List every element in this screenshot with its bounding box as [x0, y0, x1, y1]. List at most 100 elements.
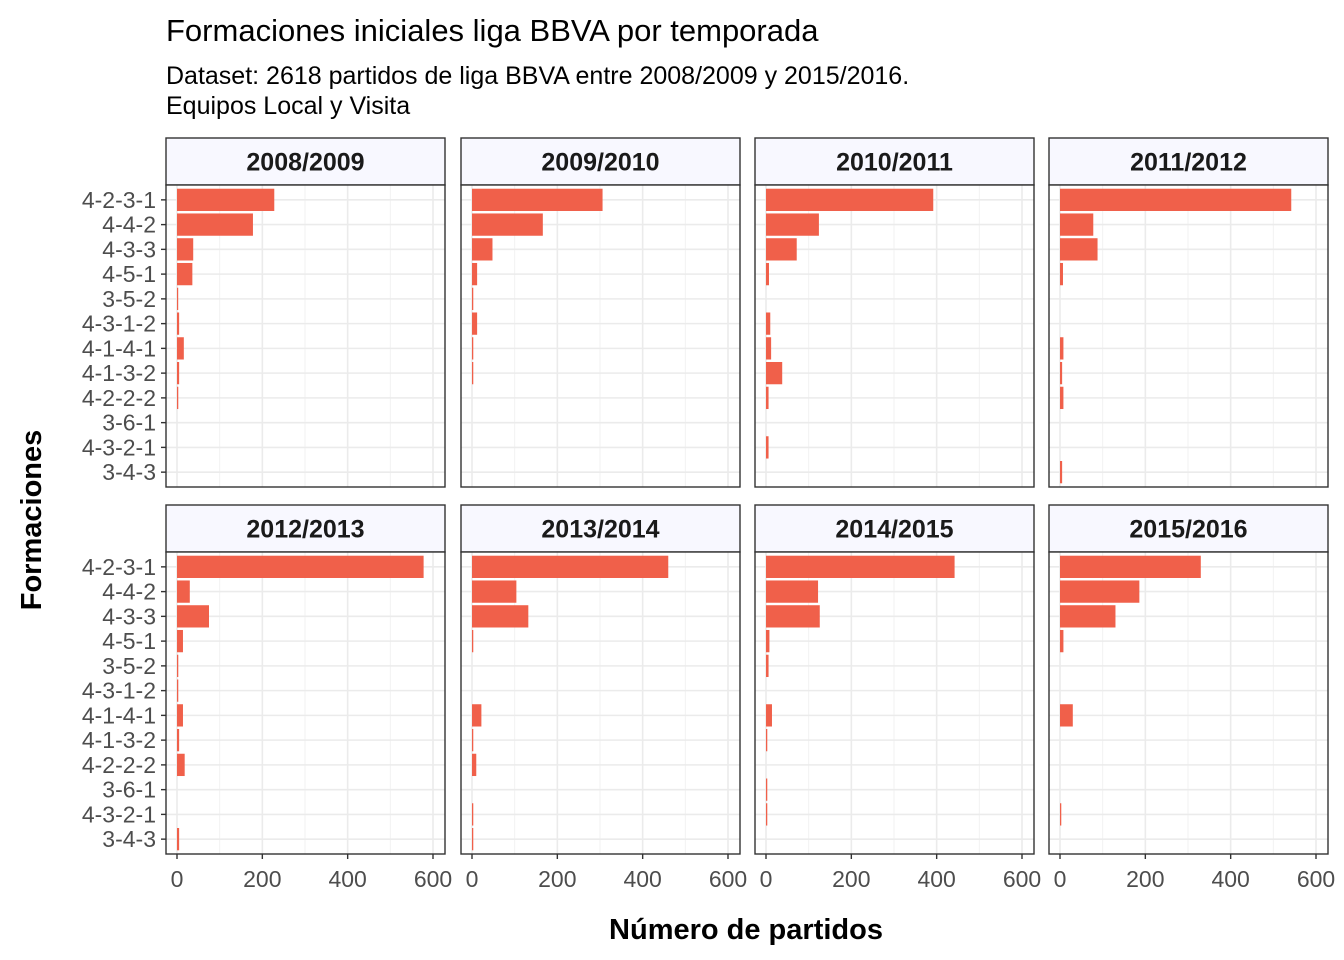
x-tick-label: 0: [466, 866, 479, 892]
y-tick-label: 4-3-1-2: [82, 678, 156, 704]
facet-strip: [754, 504, 1035, 553]
bar-4-2-3-1: [177, 555, 424, 578]
bar-4-2-3-1: [1060, 555, 1201, 578]
y-tick-label: 3-5-2: [102, 286, 156, 312]
x-tick-label: 200: [243, 866, 281, 892]
bar-4-3-2-1: [766, 803, 768, 826]
bar-4-3-1-2: [766, 312, 771, 335]
x-tick-label: 400: [1211, 866, 1249, 892]
x-tick-label: 0: [171, 866, 184, 892]
bar-4-1-4-1: [472, 337, 474, 360]
bar-4-1-4-1: [472, 704, 482, 727]
x-tick-label: 400: [917, 866, 955, 892]
bar-4-5-1: [766, 262, 769, 286]
bar-4-2-3-1: [472, 188, 603, 211]
facet-strip: [1048, 137, 1329, 186]
bar-4-1-3-2: [1060, 361, 1063, 385]
bar-3-4-3: [472, 828, 474, 851]
bar-4-4-2: [177, 580, 190, 603]
x-tick-label: 400: [328, 866, 366, 892]
y-tick-label: 3-4-3: [102, 826, 156, 852]
y-tick-label: 4-3-3: [102, 236, 156, 262]
facet-strip-label: 2011/2012: [1130, 149, 1247, 177]
bar-4-5-1: [177, 262, 193, 286]
x-tick-label: 200: [538, 866, 576, 892]
bar-4-1-4-1: [766, 704, 772, 727]
x-tick-label: 200: [1126, 866, 1164, 892]
facet-2014-2015: 2014/2015 0 200 400 600: [754, 504, 1041, 892]
y-tick-label: 4-1-4-1: [82, 702, 156, 728]
x-axis-title: Número de partidos: [609, 914, 883, 946]
bar-4-2-3-1: [472, 555, 669, 578]
y-tick-label: 4-3-2-1: [82, 434, 156, 460]
y-tick-label: 4-3-2-1: [82, 801, 156, 827]
x-tick-label: 600: [1003, 866, 1041, 892]
facet-strip: [460, 137, 741, 186]
x-tick-label: 600: [414, 866, 452, 892]
panel-border: [754, 551, 1035, 855]
panel-border: [165, 551, 446, 855]
x-tick-label: 600: [709, 866, 747, 892]
bar-4-2-2-2: [766, 386, 769, 410]
y-tick-label: 4-4-2: [102, 212, 156, 238]
y-tick-label: 3-6-1: [102, 410, 156, 436]
bar-4-2-3-1: [1060, 188, 1292, 211]
facet-strip: [165, 137, 446, 186]
bar-4-2-2-2: [472, 753, 477, 777]
chart-subtitle-line-1: Dataset: 2618 partidos de liga BBVA entr…: [166, 62, 909, 90]
bar-4-3-3: [472, 238, 493, 261]
facet-strip: [165, 504, 446, 553]
bar-4-1-4-1: [177, 704, 183, 727]
bar-4-3-3: [472, 605, 529, 628]
bar-4-5-1: [1060, 629, 1064, 653]
x-tick-label: 0: [1054, 866, 1067, 892]
bar-3-5-2: [177, 287, 179, 311]
facet-strip-label: 2012/2013: [246, 516, 364, 544]
facet-2008-2009: 2008/20094-2-3-14-4-24-3-34-5-13-5-24-3-…: [82, 137, 446, 488]
bar-3-6-1: [766, 778, 768, 801]
panel-border: [1048, 184, 1329, 488]
bar-4-3-3: [766, 238, 797, 261]
bar-4-2-2-2: [177, 753, 185, 777]
facet-strip-label: 2008/2009: [246, 149, 364, 177]
facet-strip-label: 2014/2015: [835, 516, 953, 544]
bar-4-4-2: [1060, 580, 1140, 603]
y-tick-label: 4-2-2-2: [82, 385, 156, 411]
bar-4-1-4-1: [177, 337, 184, 360]
y-axis-title: Formaciones: [16, 430, 48, 611]
facet-panels: 2008/20094-2-3-14-4-24-3-34-5-13-5-24-3-…: [82, 137, 1335, 892]
facet-strip-label: 2015/2016: [1129, 516, 1247, 544]
facet-strip-label: 2010/2011: [836, 149, 953, 177]
bar-4-2-3-1: [766, 555, 955, 578]
y-tick-label: 4-3-1-2: [82, 311, 156, 337]
bar-3-5-2: [472, 287, 474, 311]
bar-4-2-2-2: [1060, 386, 1064, 410]
bar-4-3-3: [766, 605, 820, 628]
facet-2013-2014: 2013/2014 0 200 400 600: [460, 504, 747, 892]
y-tick-label: 4-5-1: [102, 261, 156, 287]
bar-4-1-3-2: [766, 728, 768, 752]
bar-3-5-2: [177, 654, 179, 678]
bar-4-2-3-1: [766, 188, 934, 211]
chart-title: Formaciones iniciales liga BBVA por temp…: [166, 13, 819, 48]
bar-4-1-4-1: [766, 337, 772, 360]
bar-4-1-3-2: [472, 361, 474, 385]
bar-4-2-3-1: [177, 188, 275, 211]
bar-4-3-1-2: [472, 312, 478, 335]
bar-4-5-1: [177, 629, 183, 653]
bar-4-4-2: [472, 213, 543, 236]
facet-strip: [754, 137, 1035, 186]
bar-4-5-1: [472, 629, 474, 653]
chart-subtitle-line-2: Equipos Local y Visita: [166, 92, 410, 120]
bar-4-4-2: [766, 580, 819, 603]
facet-strip-label: 2013/2014: [541, 516, 659, 544]
facet-strip-label: 2009/2010: [541, 149, 659, 177]
x-tick-label: 200: [832, 866, 870, 892]
facet-2009-2010: 2009/2010: [460, 137, 741, 488]
y-tick-label: 4-5-1: [102, 628, 156, 654]
bar-4-1-3-2: [177, 361, 180, 385]
bar-3-5-2: [766, 654, 769, 678]
bar-4-3-2-1: [1060, 803, 1062, 826]
x-tick-label: 600: [1297, 866, 1335, 892]
